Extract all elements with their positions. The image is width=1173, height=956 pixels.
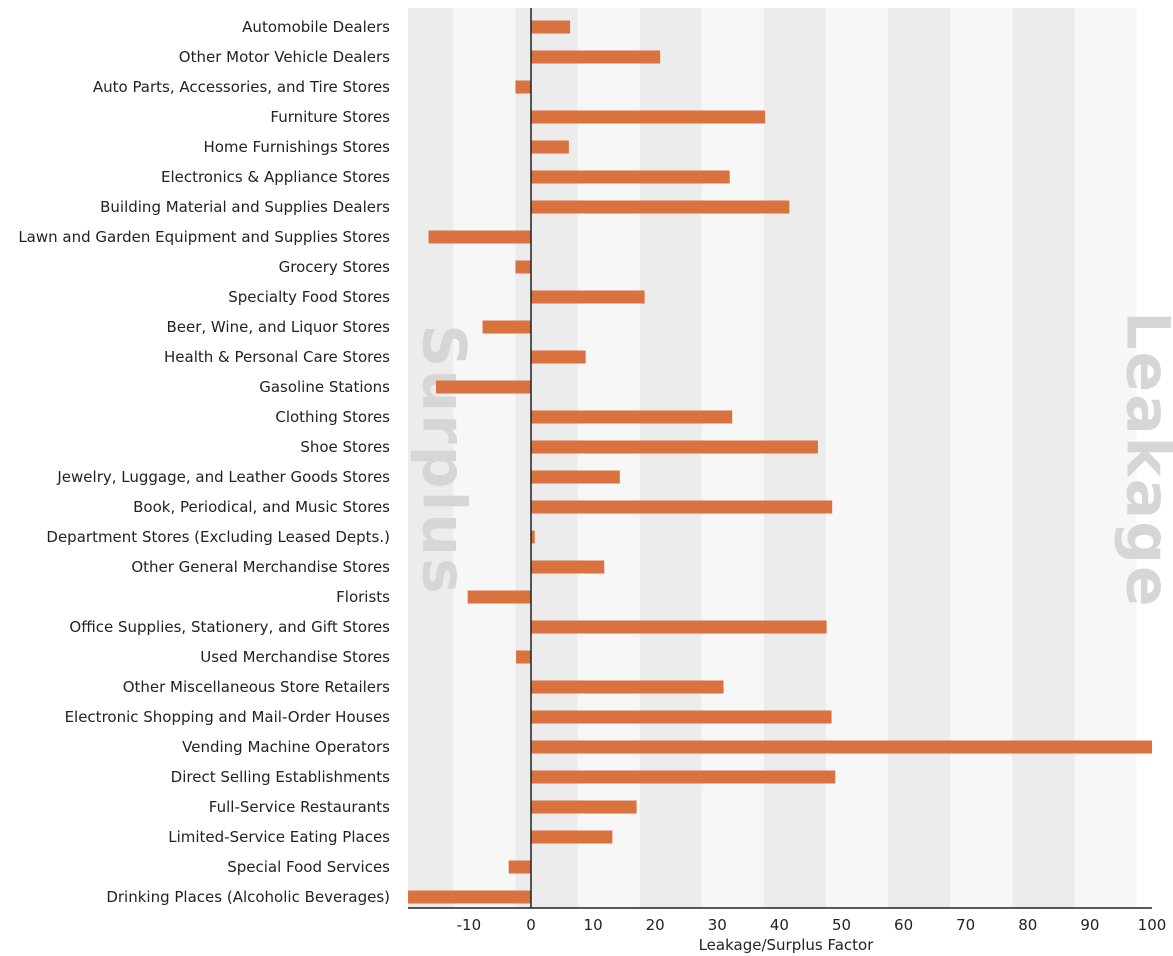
grid-band bbox=[763, 8, 826, 908]
category-label: Automobile Dealers bbox=[242, 18, 390, 36]
category-label: Specialty Food Stores bbox=[228, 288, 390, 306]
category-label: Health & Personal Care Stores bbox=[164, 348, 390, 366]
grid-band bbox=[701, 8, 764, 908]
bar bbox=[531, 740, 1152, 754]
bar bbox=[531, 830, 613, 844]
grid-band bbox=[950, 8, 1013, 908]
bar bbox=[467, 590, 531, 604]
bar bbox=[531, 800, 637, 814]
x-tick-label: 50 bbox=[832, 916, 851, 934]
category-label: Home Furnishings Stores bbox=[203, 138, 390, 156]
bar bbox=[531, 110, 766, 124]
category-label: Other Motor Vehicle Dealers bbox=[179, 48, 390, 66]
bar bbox=[531, 620, 827, 634]
category-label: Drinking Places (Alcoholic Beverages) bbox=[106, 888, 390, 906]
category-label: Used Merchandise Stores bbox=[200, 648, 390, 666]
bar-series bbox=[408, 20, 1152, 904]
bar bbox=[531, 200, 790, 214]
bar bbox=[531, 350, 586, 364]
bar bbox=[531, 290, 645, 304]
category-label: Shoe Stores bbox=[300, 438, 390, 456]
category-label: Jewelry, Luggage, and Leather Goods Stor… bbox=[56, 468, 390, 486]
category-label: Gasoline Stations bbox=[259, 378, 390, 396]
category-label: Electronic Shopping and Mail-Order House… bbox=[65, 708, 391, 726]
x-axis-title: Leakage/Surplus Factor bbox=[699, 936, 875, 954]
bar bbox=[435, 380, 531, 394]
bar bbox=[515, 80, 531, 94]
bar bbox=[516, 650, 531, 664]
x-tick-label: 0 bbox=[526, 916, 536, 934]
category-label: Other Miscellaneous Store Retailers bbox=[123, 678, 390, 696]
leakage-watermark: Leakage bbox=[1112, 311, 1173, 608]
bar bbox=[531, 500, 833, 514]
bar bbox=[531, 410, 733, 424]
grid-band bbox=[453, 8, 516, 908]
bar bbox=[531, 530, 535, 544]
grid-band bbox=[825, 8, 889, 908]
category-label: Lawn and Garden Equipment and Supplies S… bbox=[18, 228, 390, 246]
category-label: Building Material and Supplies Dealers bbox=[100, 198, 390, 216]
x-tick-label: 100 bbox=[1138, 916, 1167, 934]
category-label: Beer, Wine, and Liquor Stores bbox=[166, 318, 390, 336]
grid-band bbox=[639, 8, 702, 908]
category-label: Book, Periodical, and Music Stores bbox=[133, 498, 390, 516]
category-label: Full-Service Restaurants bbox=[209, 798, 390, 816]
x-tick-label: 30 bbox=[708, 916, 727, 934]
bar bbox=[531, 710, 832, 724]
background-bands bbox=[408, 8, 1137, 908]
category-label: Office Supplies, Stationery, and Gift St… bbox=[69, 618, 390, 636]
grid-band bbox=[408, 8, 454, 908]
grid-band bbox=[888, 8, 951, 908]
bar bbox=[531, 50, 661, 64]
category-label: Clothing Stores bbox=[275, 408, 390, 426]
bar bbox=[531, 20, 571, 34]
category-label: Special Food Services bbox=[227, 858, 390, 876]
bar bbox=[531, 170, 730, 184]
x-tick-label: 20 bbox=[646, 916, 665, 934]
bar bbox=[515, 260, 531, 274]
bar bbox=[531, 470, 620, 484]
bar bbox=[531, 680, 724, 694]
bar bbox=[531, 560, 605, 574]
grid-band bbox=[1074, 8, 1137, 908]
grid-band bbox=[577, 8, 640, 908]
x-tick-label: 60 bbox=[894, 916, 913, 934]
category-label: Limited-Service Eating Places bbox=[168, 828, 390, 846]
category-label: Vending Machine Operators bbox=[182, 738, 390, 756]
x-tick-label: 10 bbox=[584, 916, 603, 934]
x-tick-label: 40 bbox=[770, 916, 789, 934]
category-label: Electronics & Appliance Stores bbox=[161, 168, 390, 186]
category-label: Auto Parts, Accessories, and Tire Stores bbox=[93, 78, 390, 96]
bar bbox=[531, 140, 569, 154]
bar bbox=[482, 320, 531, 334]
x-tick-labels: -10 0 10 20 30 40 50 60 70 80 90 100 bbox=[457, 916, 1167, 934]
category-label: Florists bbox=[336, 588, 390, 606]
bar bbox=[408, 890, 531, 904]
bar bbox=[508, 860, 531, 874]
surplus-watermark: Surplus bbox=[408, 324, 478, 595]
category-label: Department Stores (Excluding Leased Dept… bbox=[46, 528, 390, 546]
bar bbox=[531, 440, 818, 454]
x-tick-label: 90 bbox=[1080, 916, 1099, 934]
bar bbox=[428, 230, 531, 244]
grid-band bbox=[515, 8, 578, 908]
category-labels: Automobile Dealers Other Motor Vehicle De… bbox=[18, 18, 390, 906]
category-label: Other General Merchandise Stores bbox=[131, 558, 390, 576]
category-label: Furniture Stores bbox=[270, 108, 390, 126]
x-tick-label: -10 bbox=[457, 916, 482, 934]
category-label: Grocery Stores bbox=[279, 258, 391, 276]
x-tick-label: 70 bbox=[956, 916, 975, 934]
category-label: Direct Selling Establishments bbox=[171, 768, 391, 786]
bar bbox=[531, 770, 836, 784]
x-tick-label: 80 bbox=[1018, 916, 1037, 934]
grid-band bbox=[1012, 8, 1075, 908]
